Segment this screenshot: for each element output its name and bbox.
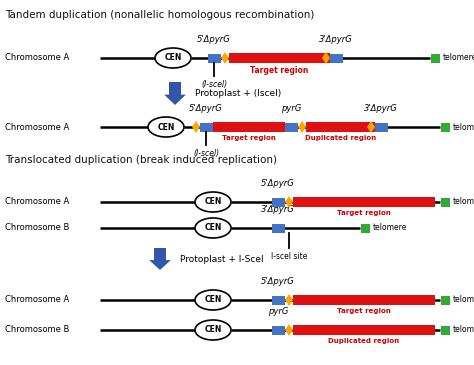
Polygon shape <box>367 121 375 133</box>
Text: Chromosome A: Chromosome A <box>5 123 69 131</box>
Text: CEN: CEN <box>157 123 175 131</box>
Bar <box>293 295 435 305</box>
Text: Target region: Target region <box>337 308 391 314</box>
Bar <box>229 53 330 63</box>
Bar <box>285 123 298 131</box>
Ellipse shape <box>195 290 231 310</box>
Text: telomere: telomere <box>453 326 474 334</box>
Text: telomere: telomere <box>443 54 474 62</box>
Bar <box>293 325 435 335</box>
Bar <box>375 123 388 131</box>
Bar <box>441 326 450 334</box>
Bar <box>272 197 285 207</box>
Text: Target region: Target region <box>250 66 309 75</box>
Bar <box>306 122 375 132</box>
Ellipse shape <box>148 117 184 137</box>
Bar <box>208 54 221 62</box>
Text: 5'ΔpyrG: 5'ΔpyrG <box>261 277 295 286</box>
Text: CEN: CEN <box>164 54 182 62</box>
Text: 3'ΔpyrG: 3'ΔpyrG <box>364 104 398 113</box>
Bar <box>431 54 440 62</box>
Text: Protoplast + I-Scel: Protoplast + I-Scel <box>180 255 264 265</box>
Text: telomere: telomere <box>453 296 474 304</box>
Text: Tandem duplication (nonallelic homologous recombination): Tandem duplication (nonallelic homologou… <box>5 10 314 20</box>
Text: Duplicated region: Duplicated region <box>328 338 400 344</box>
Text: CEN: CEN <box>204 296 222 304</box>
Bar <box>272 296 285 304</box>
Text: Target region: Target region <box>337 210 391 216</box>
Text: pyrG: pyrG <box>268 307 288 316</box>
Polygon shape <box>285 324 293 336</box>
Text: Chromosome B: Chromosome B <box>5 326 69 334</box>
Text: pyrG: pyrG <box>281 104 301 113</box>
Bar <box>213 122 285 132</box>
Text: Target region: Target region <box>222 135 276 141</box>
Text: CEN: CEN <box>204 197 222 207</box>
FancyArrow shape <box>149 248 171 270</box>
FancyArrow shape <box>164 82 186 105</box>
Text: Protoplast + (Iscel): Protoplast + (Iscel) <box>195 89 281 99</box>
Bar <box>441 296 450 304</box>
Polygon shape <box>285 196 293 208</box>
Bar <box>330 54 343 62</box>
Text: 5'ΔpyrG: 5'ΔpyrG <box>197 35 231 44</box>
Text: (I-scel): (I-scel) <box>201 80 227 89</box>
Bar <box>272 326 285 334</box>
Text: 3'ΔpyrG: 3'ΔpyrG <box>261 205 295 214</box>
Bar <box>272 223 285 233</box>
Text: Translocated duplication (break induced replication): Translocated duplication (break induced … <box>5 155 277 165</box>
Text: telomere: telomere <box>453 123 474 131</box>
Text: Chromosome A: Chromosome A <box>5 296 69 304</box>
Text: CEN: CEN <box>204 223 222 233</box>
Bar <box>293 197 435 207</box>
Polygon shape <box>322 52 330 64</box>
Bar <box>361 223 370 233</box>
Text: Chromosome A: Chromosome A <box>5 197 69 207</box>
Bar <box>441 123 450 131</box>
Ellipse shape <box>195 218 231 238</box>
Ellipse shape <box>195 320 231 340</box>
Text: Chromosome A: Chromosome A <box>5 54 69 62</box>
Text: CEN: CEN <box>204 326 222 334</box>
Bar <box>441 197 450 207</box>
Text: 5'ΔpyrG: 5'ΔpyrG <box>189 104 223 113</box>
Text: (I-scel): (I-scel) <box>193 149 219 158</box>
Text: 5'ΔpyrG: 5'ΔpyrG <box>261 179 295 188</box>
Polygon shape <box>298 121 306 133</box>
Text: Chromosome B: Chromosome B <box>5 223 69 233</box>
Text: Duplicated region: Duplicated region <box>305 135 376 141</box>
Polygon shape <box>285 294 293 306</box>
Text: 3'ΔpyrG: 3'ΔpyrG <box>319 35 353 44</box>
Bar <box>200 123 213 131</box>
Ellipse shape <box>195 192 231 212</box>
Polygon shape <box>192 121 200 133</box>
Polygon shape <box>221 52 229 64</box>
Text: telomere: telomere <box>373 223 407 233</box>
Text: telomere: telomere <box>453 197 474 207</box>
Ellipse shape <box>155 48 191 68</box>
Text: I-scel site: I-scel site <box>271 252 307 261</box>
